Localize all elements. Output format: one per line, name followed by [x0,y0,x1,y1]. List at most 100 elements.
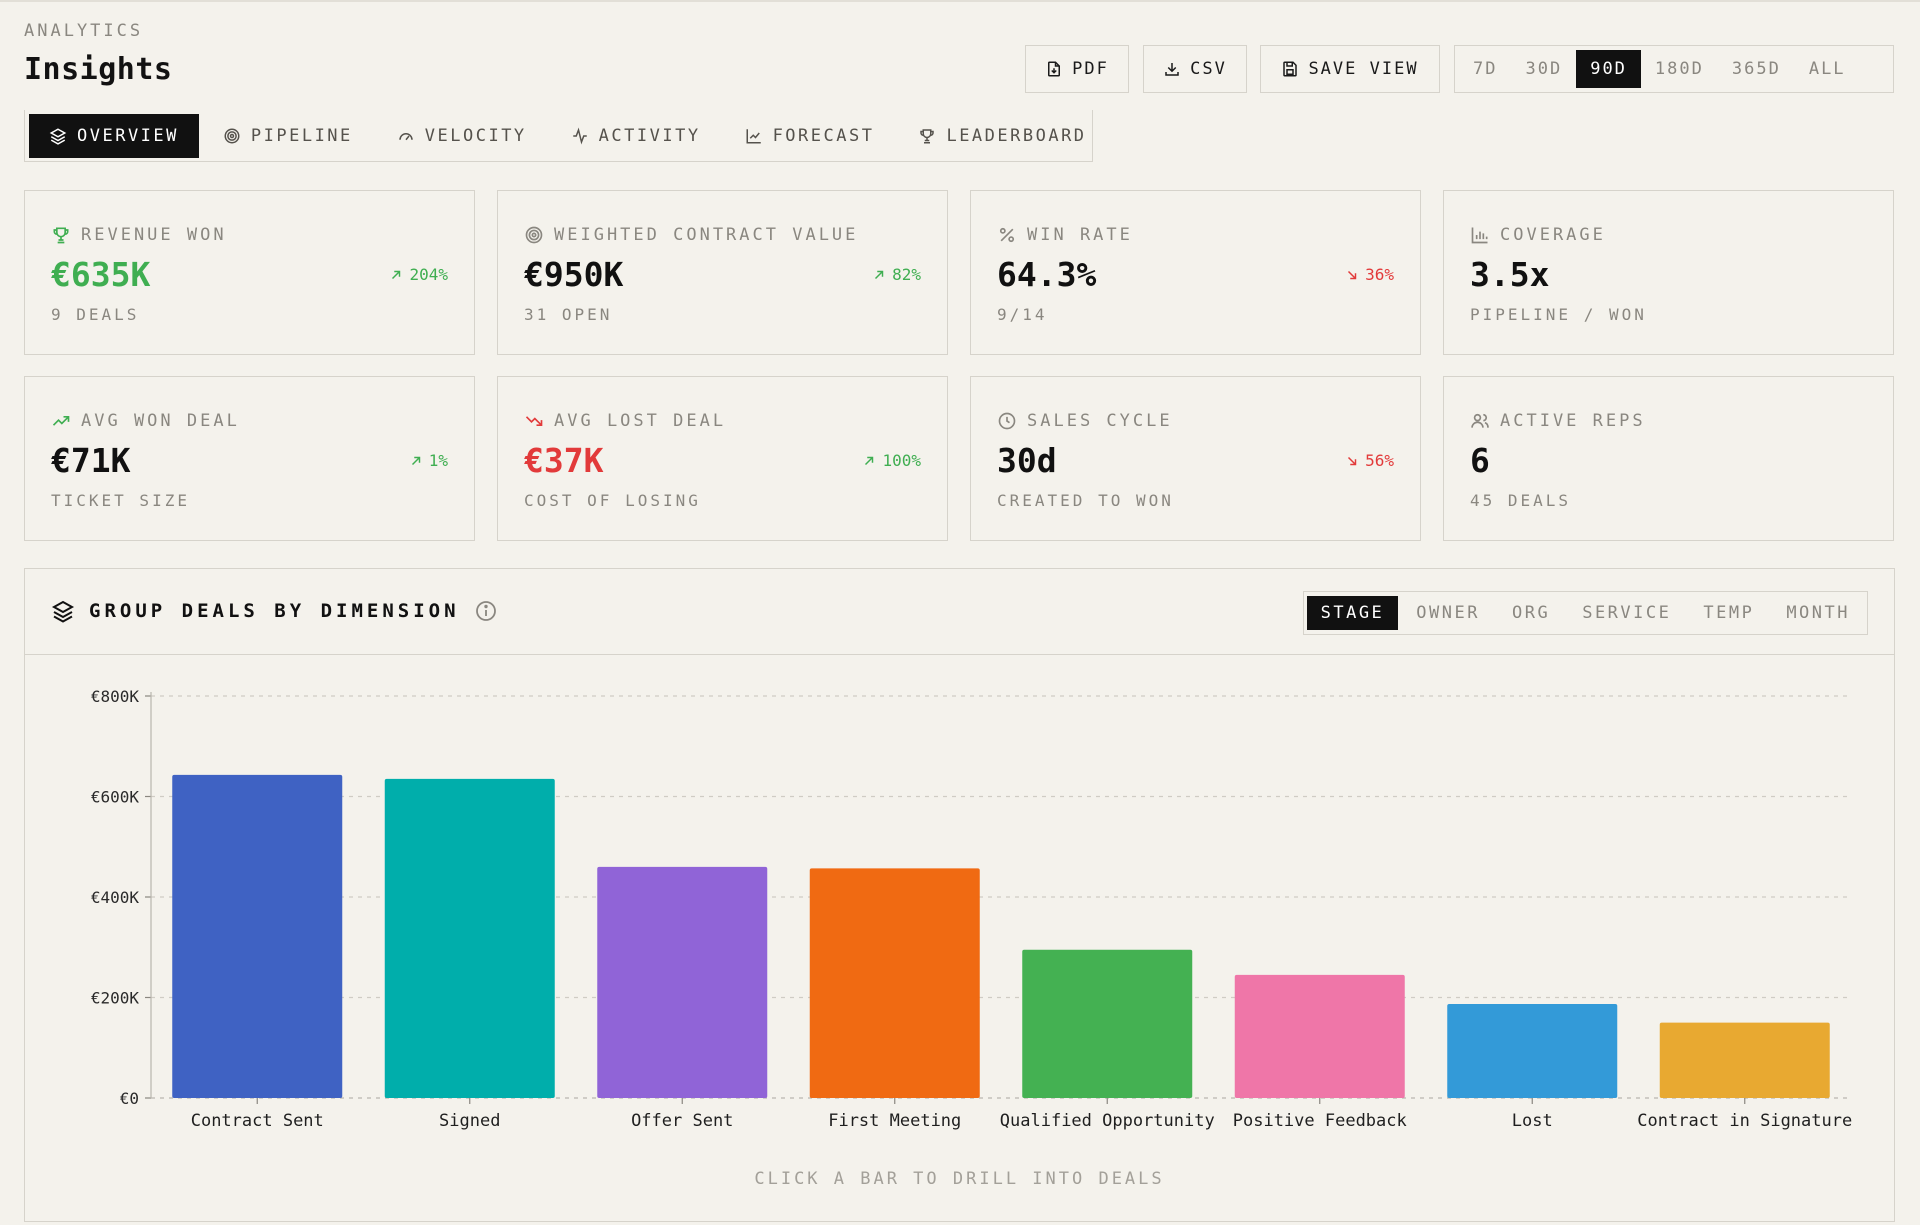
kpi-value: €37K [524,441,604,480]
kpi-label-row: ACTIVE REPS [1470,411,1646,431]
y-tick-label: €0 [120,1089,139,1108]
range-option-90d[interactable]: 90D [1576,50,1641,88]
y-tick-label: €400K [91,888,140,907]
line-chart-icon [746,128,761,143]
chart-bar[interactable] [597,866,768,1098]
download-icon [1165,63,1179,76]
dimension-option-service[interactable]: SERVICE [1582,603,1672,623]
range-option-30d[interactable]: 30D [1525,59,1563,79]
arrow-up-right-icon [411,456,420,465]
gauge-icon [399,132,413,140]
kpi-subtext: CREATED TO WON [997,491,1174,510]
chart-bar[interactable] [1659,1022,1830,1098]
kpi-subtext: COST OF LOSING [524,491,701,510]
tab-velocity[interactable]: VELOCITY [377,114,547,158]
x-tick-label: Positive Feedback [1233,1111,1407,1131]
kpi-label-row: WIN RATE [997,225,1133,245]
tab-forecast[interactable]: FORECAST [725,114,895,158]
y-tick-label: €600K [91,788,140,807]
range-option-all[interactable]: ALL [1808,59,1846,79]
kpi-label: COVERAGE [1500,225,1606,245]
kpi-card-sales-cycle[interactable]: SALES CYCLE 30d 56% CREATED TO WON [970,376,1421,541]
group-deals-panel: GROUP DEALS BY DIMENSION STAGE OWNER ORG… [24,568,1895,1222]
kpi-label-row: WEIGHTED CONTRACT VALUE [524,225,858,245]
chart-bar[interactable] [384,778,555,1098]
kpi-card-active-reps[interactable]: ACTIVE REPS 6 45 DEALS [1443,376,1894,541]
save-view-button[interactable]: SAVE VIEW [1260,45,1440,93]
kpi-value: 30d [997,441,1057,480]
dimension-option-month[interactable]: MONTH [1786,603,1850,623]
chart-bar[interactable] [1234,974,1405,1098]
tab-overview[interactable]: OVERVIEW [29,113,199,158]
range-option-180d[interactable]: 180D [1654,59,1704,79]
kpi-card-avg-lost-deal[interactable]: AVG LOST DEAL €37K 100% COST OF LOSING [497,376,948,541]
kpi-label-row: AVG LOST DEAL [524,411,726,431]
chart-bar[interactable] [1022,949,1193,1098]
kpi-delta: 56% [1345,451,1394,470]
layers-icon [51,600,75,623]
tab-leaderboard[interactable]: LEADERBOARD [898,114,1106,158]
kpi-value: €950K [524,255,624,294]
pulse-icon [572,126,587,145]
date-range-selector: 7D 30D 90D 180D 365D ALL [1454,45,1894,93]
dimension-option-temp[interactable]: TEMP [1703,603,1755,623]
export-csv-button[interactable]: CSV [1143,45,1247,93]
kpi-card-weighted-contract-value[interactable]: WEIGHTED CONTRACT VALUE €950K 82% 31 OPE… [497,190,948,355]
chart-bar[interactable] [809,868,980,1098]
kpi-delta: 82% [872,265,921,284]
top-border [0,0,1920,2]
export-pdf-button[interactable]: PDF [1025,45,1129,93]
y-tick-label: €800K [91,687,140,706]
users-icon [1471,413,1489,428]
file-download-icon [1048,61,1061,77]
kpi-delta: 100% [862,451,921,470]
kpi-card-revenue-won[interactable]: REVENUE WON €635K 204% 9 DEALS [24,190,475,355]
panel-title: GROUP DEALS BY DIMENSION [89,600,460,622]
tab-pipeline[interactable]: PIPELINE [203,114,373,158]
target-icon [224,128,240,143]
kpi-card-avg-won-deal[interactable]: AVG WON DEAL €71K 1% TICKET SIZE [24,376,475,541]
tab-activity[interactable]: ACTIVITY [551,114,721,158]
kpi-label-row: REVENUE WON [51,225,227,245]
clock-icon [998,412,1016,430]
insights-tabs: OVERVIEW PIPELINE VELOCITY ACTIVITY FORE… [24,110,1093,162]
kpi-subtext: 31 OPEN [524,305,613,324]
arrow-down-right-icon [1348,270,1357,279]
chart-hint: CLICK A BAR TO DRILL INTO DEALS [754,1169,1165,1189]
dimension-option-stage[interactable]: STAGE [1306,596,1399,630]
x-tick-label: Lost [1512,1111,1553,1131]
dimension-selector: STAGE OWNER ORG SERVICE TEMP MONTH [1302,591,1868,635]
kpi-subtext: 9 DEALS [51,305,140,324]
export-csv-label: CSV [1190,59,1227,79]
kpi-value: 3.5x [1470,255,1550,294]
chart-bar[interactable] [1447,1004,1618,1098]
arrow-up-right-icon [875,270,884,279]
range-option-365d[interactable]: 365D [1731,59,1781,79]
kpi-label: WIN RATE [1027,225,1133,245]
y-tick-label: €200K [91,989,140,1008]
export-pdf-label: PDF [1072,59,1109,79]
tab-velocity-label: VELOCITY [424,125,527,146]
range-option-7d[interactable]: 7D [1473,59,1498,79]
kpi-card-coverage[interactable]: COVERAGE 3.5x PIPELINE / WON [1443,190,1894,355]
dimension-option-owner[interactable]: OWNER [1416,603,1480,623]
kpi-delta-value: 204% [409,265,448,284]
trophy-icon [920,128,935,143]
kpi-value: €71K [51,441,131,480]
section-eyebrow: ANALYTICS [24,21,144,41]
trending-down-icon [525,416,543,426]
panel-header: GROUP DEALS BY DIMENSION STAGE OWNER ORG… [25,569,1894,655]
info-icon[interactable] [474,599,498,623]
x-tick-label: First Meeting [828,1111,961,1131]
kpi-subtext: PIPELINE / WON [1470,305,1647,324]
arrow-down-right-icon [1348,456,1357,465]
kpi-delta: 1% [409,451,448,470]
x-tick-label: Signed [439,1111,500,1131]
kpi-card-win-rate[interactable]: WIN RATE 64.3% 36% 9/14 [970,190,1421,355]
chart-bar[interactable] [172,774,343,1098]
kpi-delta: 36% [1345,265,1394,284]
dimension-option-org[interactable]: ORG [1511,603,1551,623]
kpi-label: ACTIVE REPS [1500,411,1646,431]
kpi-label: SALES CYCLE [1027,411,1173,431]
x-tick-label: Qualified Opportunity [1000,1111,1215,1131]
